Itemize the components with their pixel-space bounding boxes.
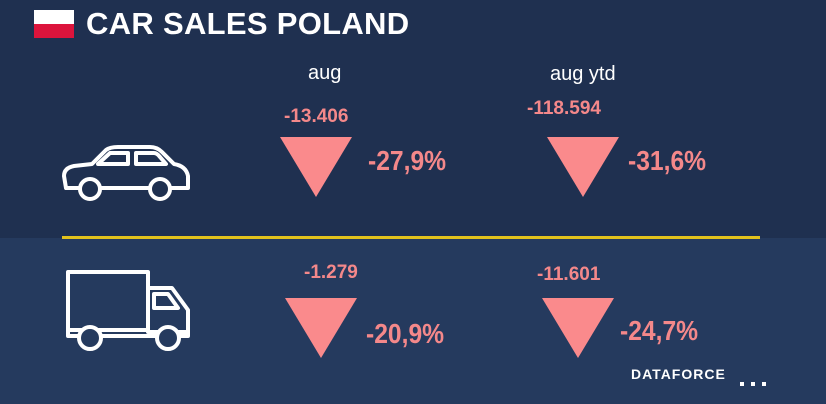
truck-aug-ytd-change: -11.601 (537, 264, 601, 285)
dataforce-logo-dots (740, 382, 766, 386)
car-aug-change: -13.406 (284, 106, 349, 127)
truck-icon (66, 270, 190, 351)
section-divider (62, 236, 760, 239)
truck-row-panel (0, 238, 826, 404)
car-aug-percent: -27,9% (368, 145, 447, 176)
page-title: CAR SALES POLAND (86, 6, 410, 41)
car-aug-ytd-percent: -31,6% (628, 145, 707, 176)
down-triangle-icon (547, 137, 619, 197)
truck-aug-percent: -20,9% (366, 318, 445, 349)
down-triangle-icon (285, 298, 357, 358)
column-header-aug: aug (308, 62, 342, 84)
poland-flag-icon (34, 10, 74, 38)
down-triangle-icon (280, 137, 352, 197)
down-triangle-icon (542, 298, 614, 358)
dataforce-logo: DATAFORCE (631, 366, 726, 382)
truck-aug-ytd-percent: -24,7% (620, 315, 699, 346)
car-row-panel (0, 0, 826, 238)
truck-aug-change: -1.279 (304, 262, 358, 283)
column-header-aug-ytd: aug ytd (550, 63, 616, 85)
car-icon (62, 145, 190, 201)
car-aug-ytd-change: -118.594 (527, 98, 601, 119)
